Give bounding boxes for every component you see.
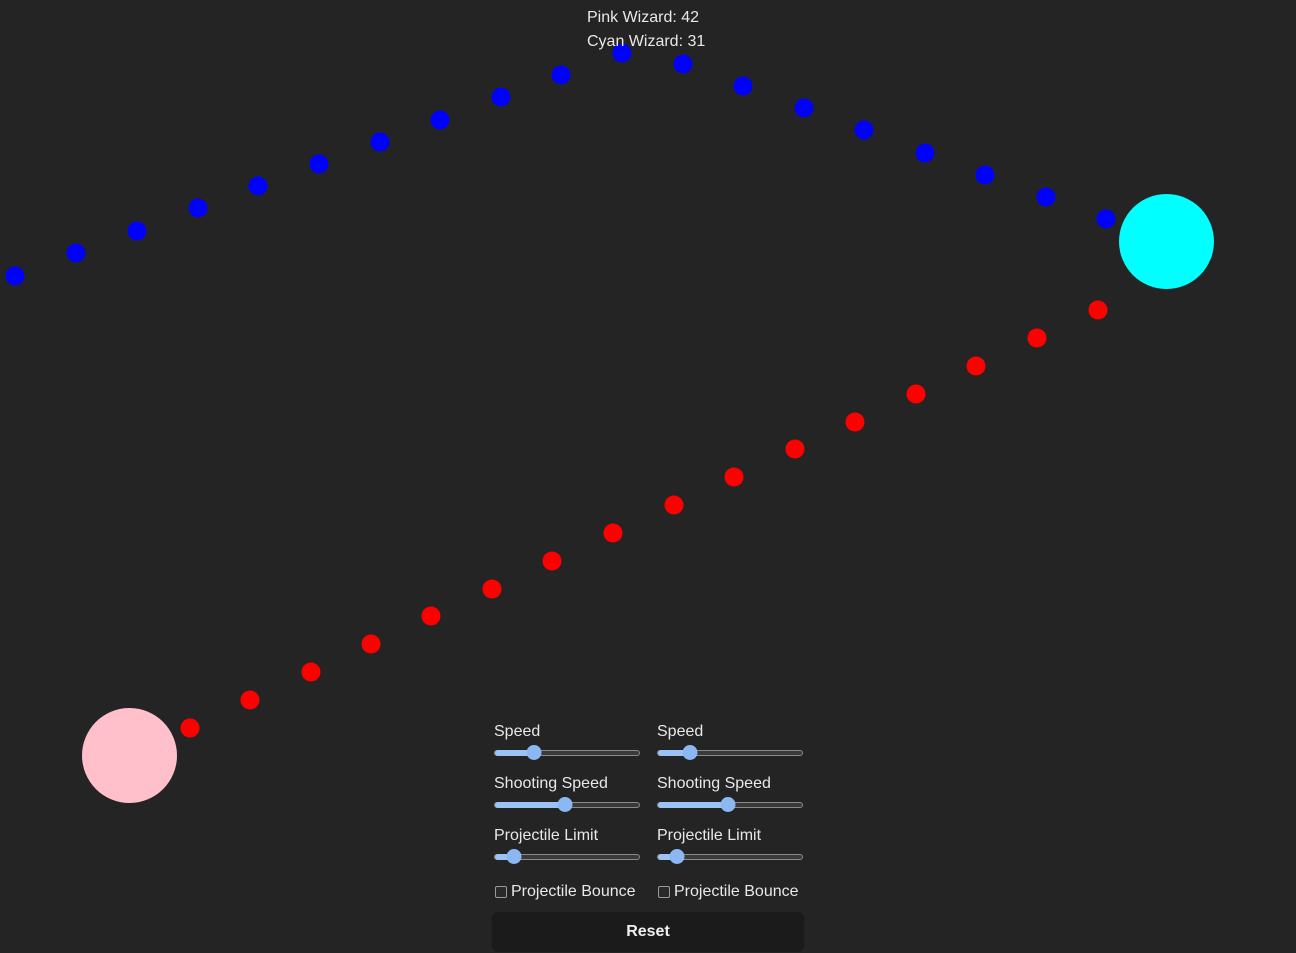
cyan-projectile [249,177,268,196]
slider-fill [495,802,565,808]
pink-speed-slider[interactable] [494,750,640,756]
cyan-projectile [1037,188,1056,207]
cyan-controls: Speed Shooting Speed Projectile Limit [655,722,804,906]
pink-controls: Speed Shooting Speed Projectile Limit [492,722,641,906]
cyan-projectile [431,111,450,130]
cyan-projectile [674,55,693,74]
slider-thumb[interactable] [507,849,522,864]
pink-projectile [725,468,744,487]
pink-projectile [604,524,623,543]
cyan-projectile-limit-slider[interactable] [657,854,803,860]
cyan-speed-control: Speed [655,722,804,774]
pink-speed-control: Speed [492,722,641,774]
cyan-projectile-limit-label: Projectile Limit [655,826,804,846]
pink-bounce-checkbox[interactable] [495,886,507,898]
pink-projectile [1028,329,1047,348]
cyan-speed-slider[interactable] [657,750,803,756]
pink-projectile [302,663,321,682]
pink-projectile [241,691,260,710]
cyan-projectile [6,267,25,286]
cyan-projectile-limit-control: Projectile Limit [655,826,804,878]
pink-shooting-speed-control: Shooting Speed [492,774,641,826]
pink-projectile [846,413,865,432]
pink-projectile [967,357,986,376]
pink-wizard-score: Pink Wizard: 42 [587,6,705,30]
cyan-speed-label: Speed [655,722,804,742]
cyan-shooting-speed-slider[interactable] [657,802,803,808]
pink-projectile [907,385,926,404]
cyan-projectile [310,155,329,174]
pink-projectile [665,496,684,515]
slider-fill [658,802,728,808]
pink-projectile [483,580,502,599]
pink-projectile [1089,301,1108,320]
slider-thumb[interactable] [683,745,698,760]
pink-speed-label: Speed [492,722,641,742]
scoreboard: Pink Wizard: 42 Cyan Wizard: 31 [587,6,705,54]
cyan-projectile [492,88,511,107]
pink-projectile [422,607,441,626]
pink-projectile [543,552,562,571]
cyan-projectile [976,166,995,185]
cyan-shooting-speed-control: Shooting Speed [655,774,804,826]
slider-thumb[interactable] [721,797,736,812]
cyan-projectile [855,121,874,140]
cyan-shooting-speed-label: Shooting Speed [655,774,804,794]
pink-projectile-limit-control: Projectile Limit [492,826,641,878]
slider-thumb[interactable] [558,797,573,812]
cyan-projectile [1097,210,1116,229]
slider-thumb[interactable] [527,745,542,760]
pink-bounce-label: Projectile Bounce [511,883,636,901]
pink-projectile [786,440,805,459]
controls-panel: Speed Shooting Speed Projectile Limit [492,722,804,952]
pink-shooting-speed-slider[interactable] [494,802,640,808]
cyan-projectile [189,199,208,218]
cyan-bounce-checkbox[interactable] [658,886,670,898]
cyan-wizard [1119,194,1214,289]
pink-bounce-toggle[interactable]: Projectile Bounce [492,878,641,906]
cyan-wizard-score: Cyan Wizard: 31 [587,30,705,54]
cyan-projectile [916,144,935,163]
pink-wizard [82,708,177,803]
cyan-projectile [552,66,571,85]
cyan-projectile [67,244,86,263]
slider-thumb[interactable] [670,849,685,864]
reset-button[interactable]: Reset [492,912,804,952]
pink-shooting-speed-label: Shooting Speed [492,774,641,794]
pink-projectile-limit-slider[interactable] [494,854,640,860]
cyan-projectile [795,99,814,118]
cyan-projectile [371,133,390,152]
pink-projectile [362,635,381,654]
cyan-projectile [734,77,753,96]
pink-projectile [181,719,200,738]
cyan-bounce-label: Projectile Bounce [674,883,799,901]
pink-projectile-limit-label: Projectile Limit [492,826,641,846]
cyan-bounce-toggle[interactable]: Projectile Bounce [655,878,804,906]
cyan-projectile [128,222,147,241]
